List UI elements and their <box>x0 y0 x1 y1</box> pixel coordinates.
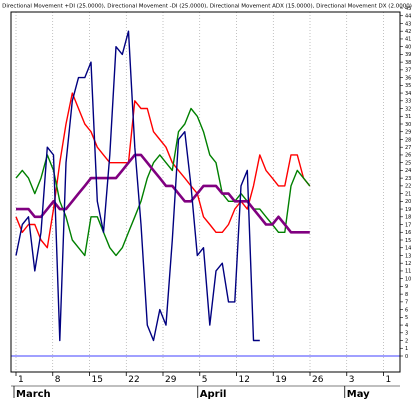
y-tick-label: 30 <box>405 122 411 128</box>
y-tick-label: 24 <box>405 168 411 174</box>
frame-layer <box>10 11 401 373</box>
y-tick-label: 8 <box>405 292 408 298</box>
x-tick-label: 1 <box>18 375 24 385</box>
x-tick-label: 1 <box>386 375 392 385</box>
y-tick-label: 15 <box>405 238 411 244</box>
x-tick-label: 3 <box>349 375 355 385</box>
y-tick-label: 39 <box>405 52 411 58</box>
y-tick-label: 21 <box>405 191 411 197</box>
series-layer <box>15 30 311 342</box>
y-tick-label: 7 <box>405 300 408 306</box>
y-tick-label: 36 <box>405 75 411 81</box>
y-tick-label: 35 <box>405 83 411 89</box>
y-tick-label: 13 <box>405 253 411 259</box>
y-tick-label: 1 <box>405 346 408 352</box>
x-tick-label: 5 <box>202 375 208 385</box>
plot-frame <box>10 11 401 373</box>
y-tick-label: 9 <box>405 284 408 290</box>
y-tick-label: 10 <box>405 276 411 282</box>
y-tick-label: 18 <box>405 215 411 221</box>
y-tick-label: 42 <box>405 29 411 35</box>
y-tick-label: 41 <box>405 37 411 43</box>
x-tick-label: 19 <box>275 375 287 385</box>
y-tick-label: 31 <box>405 114 411 120</box>
y-tick-label: 16 <box>405 230 411 236</box>
y-tick-label: 44 <box>405 14 411 20</box>
y-tick-label: 34 <box>405 91 411 97</box>
y-tick-label: 4 <box>405 323 408 329</box>
y-tick-label: 14 <box>405 246 411 252</box>
x-tick-label: 8 <box>55 375 61 385</box>
y-tick-label: 11 <box>405 269 411 275</box>
y-tick-label: 43 <box>405 21 411 27</box>
y-tick-label: 28 <box>405 137 411 143</box>
series-line-2 <box>15 107 311 257</box>
y-axis: 0123456789101112131415161718192021222324… <box>400 6 411 360</box>
y-tick-label: 12 <box>405 261 411 267</box>
y-tick-label: 45 <box>405 6 411 12</box>
y-tick-label: 23 <box>405 176 411 182</box>
x-axis: 1 8 15 22 29 5 12 19 26 3 1 March April May <box>11 372 400 400</box>
month-label: April <box>200 389 227 400</box>
y-tick-label: 0 <box>405 354 408 360</box>
y-tick-label: 40 <box>405 44 411 50</box>
series-line-4 <box>15 30 260 342</box>
x-tick-label: 12 <box>239 375 250 385</box>
x-tick-label: 26 <box>312 375 324 385</box>
y-tick-label: 33 <box>405 99 411 105</box>
y-tick-label: 22 <box>405 184 411 190</box>
y-tick-label: 6 <box>405 307 408 313</box>
month-label: March <box>16 389 51 400</box>
chart-title: Directional Movement +DI (25.0000), Dire… <box>2 4 412 10</box>
y-tick-label: 29 <box>405 130 411 136</box>
series-line-1 <box>15 92 311 249</box>
y-tick-label: 20 <box>405 199 411 205</box>
y-tick-label: 25 <box>405 160 411 166</box>
y-tick-label: 32 <box>405 106 411 112</box>
y-tick-label: 26 <box>405 153 411 159</box>
y-tick-label: 19 <box>405 207 411 213</box>
y-tick-label: 38 <box>405 60 411 66</box>
x-tick-label: 15 <box>92 375 103 385</box>
y-tick-label: 37 <box>405 68 411 74</box>
y-tick-label: 17 <box>405 222 411 228</box>
x-tick-label: 29 <box>165 375 177 385</box>
y-tick-label: 27 <box>405 145 411 151</box>
y-tick-label: 2 <box>405 338 408 344</box>
month-label: May <box>347 389 370 400</box>
x-tick-label: 22 <box>128 375 139 385</box>
y-tick-label: 3 <box>405 331 408 337</box>
y-tick-label: 5 <box>405 315 408 321</box>
